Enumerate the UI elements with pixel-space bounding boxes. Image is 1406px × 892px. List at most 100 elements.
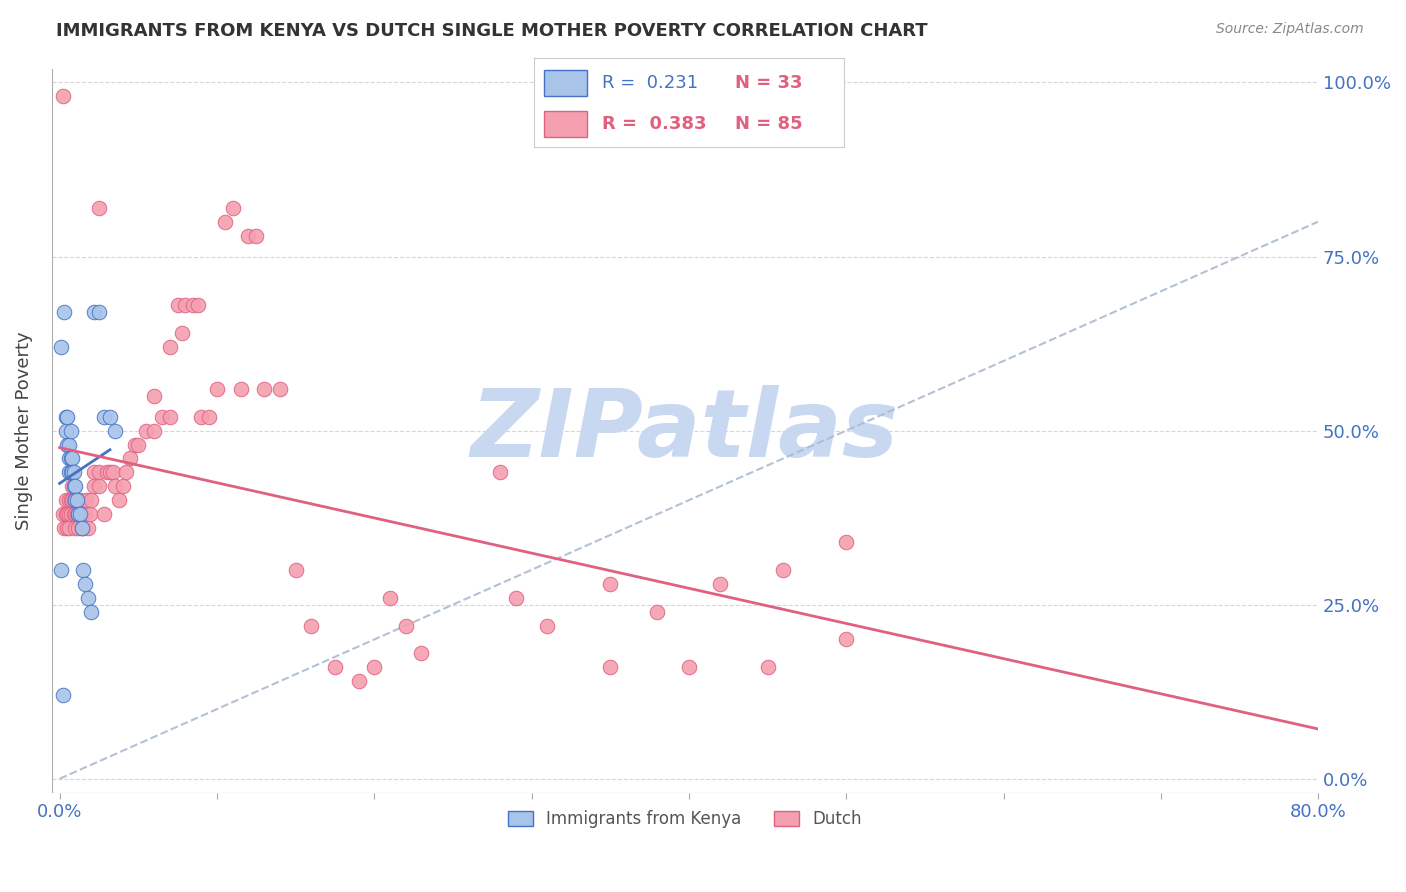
- Point: [756, 660, 779, 674]
- Point: [75, 493, 97, 508]
- Point: [87, 305, 110, 319]
- Point: [111, 479, 134, 493]
- Point: [98, 466, 121, 480]
- Point: [647, 605, 669, 619]
- Point: [65, 521, 87, 535]
- Point: [55, 507, 77, 521]
- Point: [60, 493, 83, 508]
- Point: [363, 660, 385, 674]
- Point: [183, 298, 205, 312]
- Point: [73, 576, 96, 591]
- Point: [56, 507, 79, 521]
- Point: [159, 409, 181, 424]
- Point: [83, 305, 105, 319]
- Point: [58, 493, 80, 508]
- Point: [56, 409, 79, 424]
- Point: [56, 521, 79, 535]
- Point: [190, 409, 212, 424]
- Point: [284, 563, 307, 577]
- Point: [395, 618, 418, 632]
- Point: [62, 479, 84, 493]
- Point: [143, 389, 166, 403]
- Point: [66, 493, 89, 508]
- Point: [52, 89, 75, 103]
- Point: [214, 215, 236, 229]
- Point: [245, 228, 267, 243]
- Point: [67, 507, 90, 521]
- Point: [114, 466, 136, 480]
- Point: [65, 479, 87, 493]
- Point: [53, 305, 76, 319]
- Point: [67, 507, 90, 521]
- Point: [238, 228, 260, 243]
- Point: [65, 507, 87, 521]
- Point: [174, 298, 197, 312]
- Point: [536, 618, 558, 632]
- Point: [835, 535, 858, 549]
- Point: [59, 424, 82, 438]
- Point: [253, 382, 276, 396]
- Point: [55, 424, 77, 438]
- Point: [59, 507, 82, 521]
- Point: [58, 437, 80, 451]
- Point: [124, 437, 146, 451]
- Point: [66, 493, 89, 508]
- Point: [101, 466, 124, 480]
- Point: [65, 493, 87, 508]
- Point: [378, 591, 401, 605]
- Point: [150, 409, 173, 424]
- Point: [489, 466, 512, 480]
- Point: [62, 507, 84, 521]
- Point: [772, 563, 794, 577]
- Point: [172, 326, 194, 340]
- Point: [83, 479, 105, 493]
- Point: [411, 647, 433, 661]
- Point: [58, 466, 80, 480]
- Point: [93, 409, 115, 424]
- Point: [58, 451, 80, 466]
- Text: R =  0.231: R = 0.231: [602, 74, 699, 92]
- Point: [347, 674, 370, 689]
- Point: [104, 479, 127, 493]
- Point: [52, 507, 75, 521]
- Text: R =  0.383: R = 0.383: [602, 115, 707, 133]
- Point: [59, 451, 82, 466]
- Point: [205, 382, 228, 396]
- Point: [72, 521, 94, 535]
- Point: [505, 591, 527, 605]
- Text: Source: ZipAtlas.com: Source: ZipAtlas.com: [1216, 22, 1364, 37]
- Point: [229, 382, 252, 396]
- Point: [93, 507, 115, 521]
- Point: [678, 660, 700, 674]
- Point: [108, 493, 131, 508]
- Point: [120, 451, 142, 466]
- Point: [599, 576, 621, 591]
- Point: [70, 521, 93, 535]
- Text: N = 85: N = 85: [735, 115, 803, 133]
- FancyBboxPatch shape: [544, 111, 586, 137]
- Point: [58, 507, 80, 521]
- Point: [55, 409, 77, 424]
- Point: [187, 298, 209, 312]
- Point: [52, 688, 75, 702]
- Text: ZIPatlas: ZIPatlas: [471, 384, 898, 476]
- Point: [835, 632, 858, 647]
- Point: [60, 466, 83, 480]
- Point: [62, 493, 84, 508]
- Point: [159, 340, 181, 354]
- Point: [69, 507, 91, 521]
- Point: [72, 507, 94, 521]
- Text: IMMIGRANTS FROM KENYA VS DUTCH SINGLE MOTHER POVERTY CORRELATION CHART: IMMIGRANTS FROM KENYA VS DUTCH SINGLE MO…: [56, 22, 928, 40]
- FancyBboxPatch shape: [544, 70, 586, 96]
- Point: [62, 466, 84, 480]
- Point: [72, 563, 94, 577]
- Point: [53, 521, 76, 535]
- Point: [56, 437, 79, 451]
- Point: [323, 660, 346, 674]
- Point: [269, 382, 291, 396]
- Point: [60, 479, 83, 493]
- Point: [87, 479, 110, 493]
- Point: [104, 424, 127, 438]
- Point: [143, 424, 166, 438]
- Point: [87, 201, 110, 215]
